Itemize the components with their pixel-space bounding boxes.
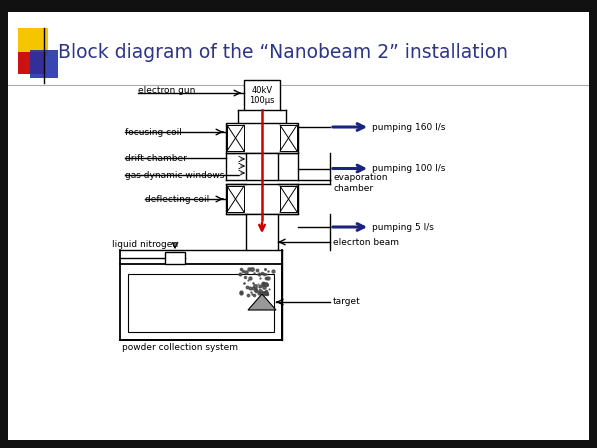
Bar <box>280 186 297 212</box>
Text: chamber: chamber <box>333 184 373 193</box>
Bar <box>227 125 244 151</box>
Bar <box>589 0 597 448</box>
Bar <box>244 80 280 110</box>
Bar <box>246 153 278 180</box>
Text: evaporation: evaporation <box>333 172 387 181</box>
Bar <box>30 50 58 78</box>
Bar <box>246 214 278 250</box>
Text: liquid nitrogen: liquid nitrogen <box>112 240 178 249</box>
Text: 100μs: 100μs <box>250 96 275 105</box>
Text: 40kV: 40kV <box>251 86 273 95</box>
Text: gas dynamic windows: gas dynamic windows <box>125 171 224 180</box>
Text: elecrton beam: elecrton beam <box>333 237 399 246</box>
Text: deflecting coil: deflecting coil <box>145 194 210 203</box>
Bar <box>227 186 244 212</box>
Bar <box>0 0 597 12</box>
Text: pumping 160 l/s: pumping 160 l/s <box>372 122 445 132</box>
Text: Block diagram of the “Nanobeam 2” installation: Block diagram of the “Nanobeam 2” instal… <box>58 43 508 61</box>
Text: focusing coil: focusing coil <box>125 128 182 137</box>
Bar <box>280 125 297 151</box>
Text: drift chamber: drift chamber <box>125 154 187 163</box>
Bar <box>0 0 8 448</box>
Text: pumping 5 l/s: pumping 5 l/s <box>372 223 434 232</box>
Text: pumping 100 l/s: pumping 100 l/s <box>372 164 445 173</box>
Bar <box>120 264 282 340</box>
Bar <box>18 52 44 74</box>
Polygon shape <box>248 294 276 310</box>
Bar <box>165 252 185 264</box>
Text: powder collection system: powder collection system <box>122 344 238 353</box>
Bar <box>226 123 298 153</box>
Bar <box>128 274 274 332</box>
Text: electron gun: electron gun <box>138 86 195 95</box>
Bar <box>226 184 298 214</box>
Text: target: target <box>333 297 361 306</box>
Bar <box>0 440 597 448</box>
Bar <box>18 28 48 56</box>
